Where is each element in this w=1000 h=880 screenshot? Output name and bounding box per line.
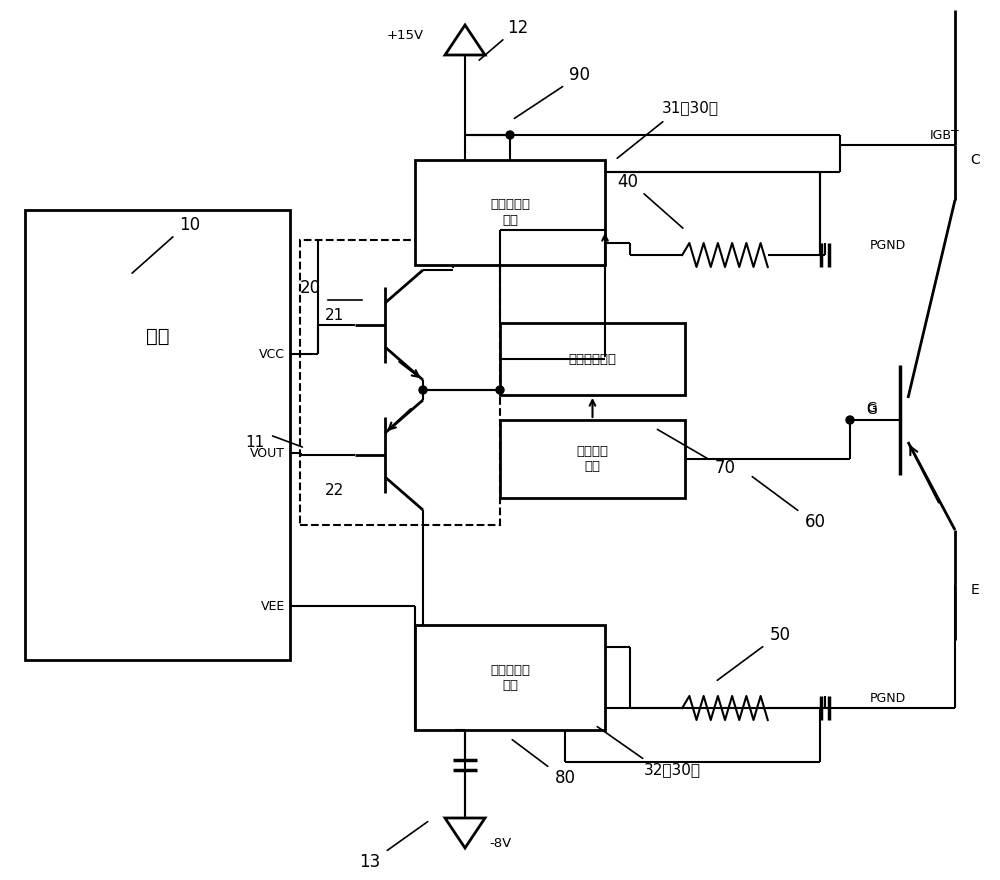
Text: 12: 12 [507,19,529,37]
Text: PGND: PGND [870,238,906,252]
Polygon shape [445,25,485,55]
Text: 32（30）: 32（30） [644,762,700,778]
Bar [25,210,290,660]
Text: 电流控制单元: 电流控制单元 [568,353,616,365]
Circle shape [506,131,514,139]
Text: +15V: +15V [386,28,424,41]
Text: IGBT: IGBT [930,128,960,142]
Bar [500,323,685,395]
Text: 第二数字电
位计: 第二数字电 位计 [490,664,530,692]
Text: E: E [971,583,979,597]
Text: VOUT: VOUT [250,446,285,459]
Text: 21: 21 [325,307,345,322]
Text: VEE: VEE [261,599,285,612]
Text: 70: 70 [714,459,736,477]
Text: 光耗: 光耗 [146,326,169,346]
Text: VCC: VCC [259,348,285,361]
Text: 第一数字电
位计: 第一数字电 位计 [490,199,530,226]
Text: 22: 22 [325,482,345,497]
Text: 电流检测
单元: 电流检测 单元 [576,445,608,473]
Text: 80: 80 [554,769,576,787]
Text: 20: 20 [299,279,321,297]
Text: G: G [867,403,877,417]
Circle shape [846,416,854,424]
Polygon shape [445,818,485,848]
Bar [300,240,500,525]
Text: C: C [970,153,980,167]
Bar [500,420,685,498]
Text: 13: 13 [359,853,381,871]
Text: 50: 50 [770,626,790,644]
Text: G: G [867,401,877,415]
Text: -8V: -8V [489,837,511,849]
Text: 60: 60 [804,513,826,531]
Text: PGND: PGND [870,692,906,705]
Bar [415,160,605,265]
Text: 90: 90 [570,66,590,84]
Circle shape [419,386,427,394]
Text: 11: 11 [245,435,265,450]
Text: 40: 40 [618,173,639,191]
Text: 31（30）: 31（30） [662,100,718,115]
Circle shape [496,386,504,394]
Text: 10: 10 [179,216,201,234]
Bar [415,625,605,730]
